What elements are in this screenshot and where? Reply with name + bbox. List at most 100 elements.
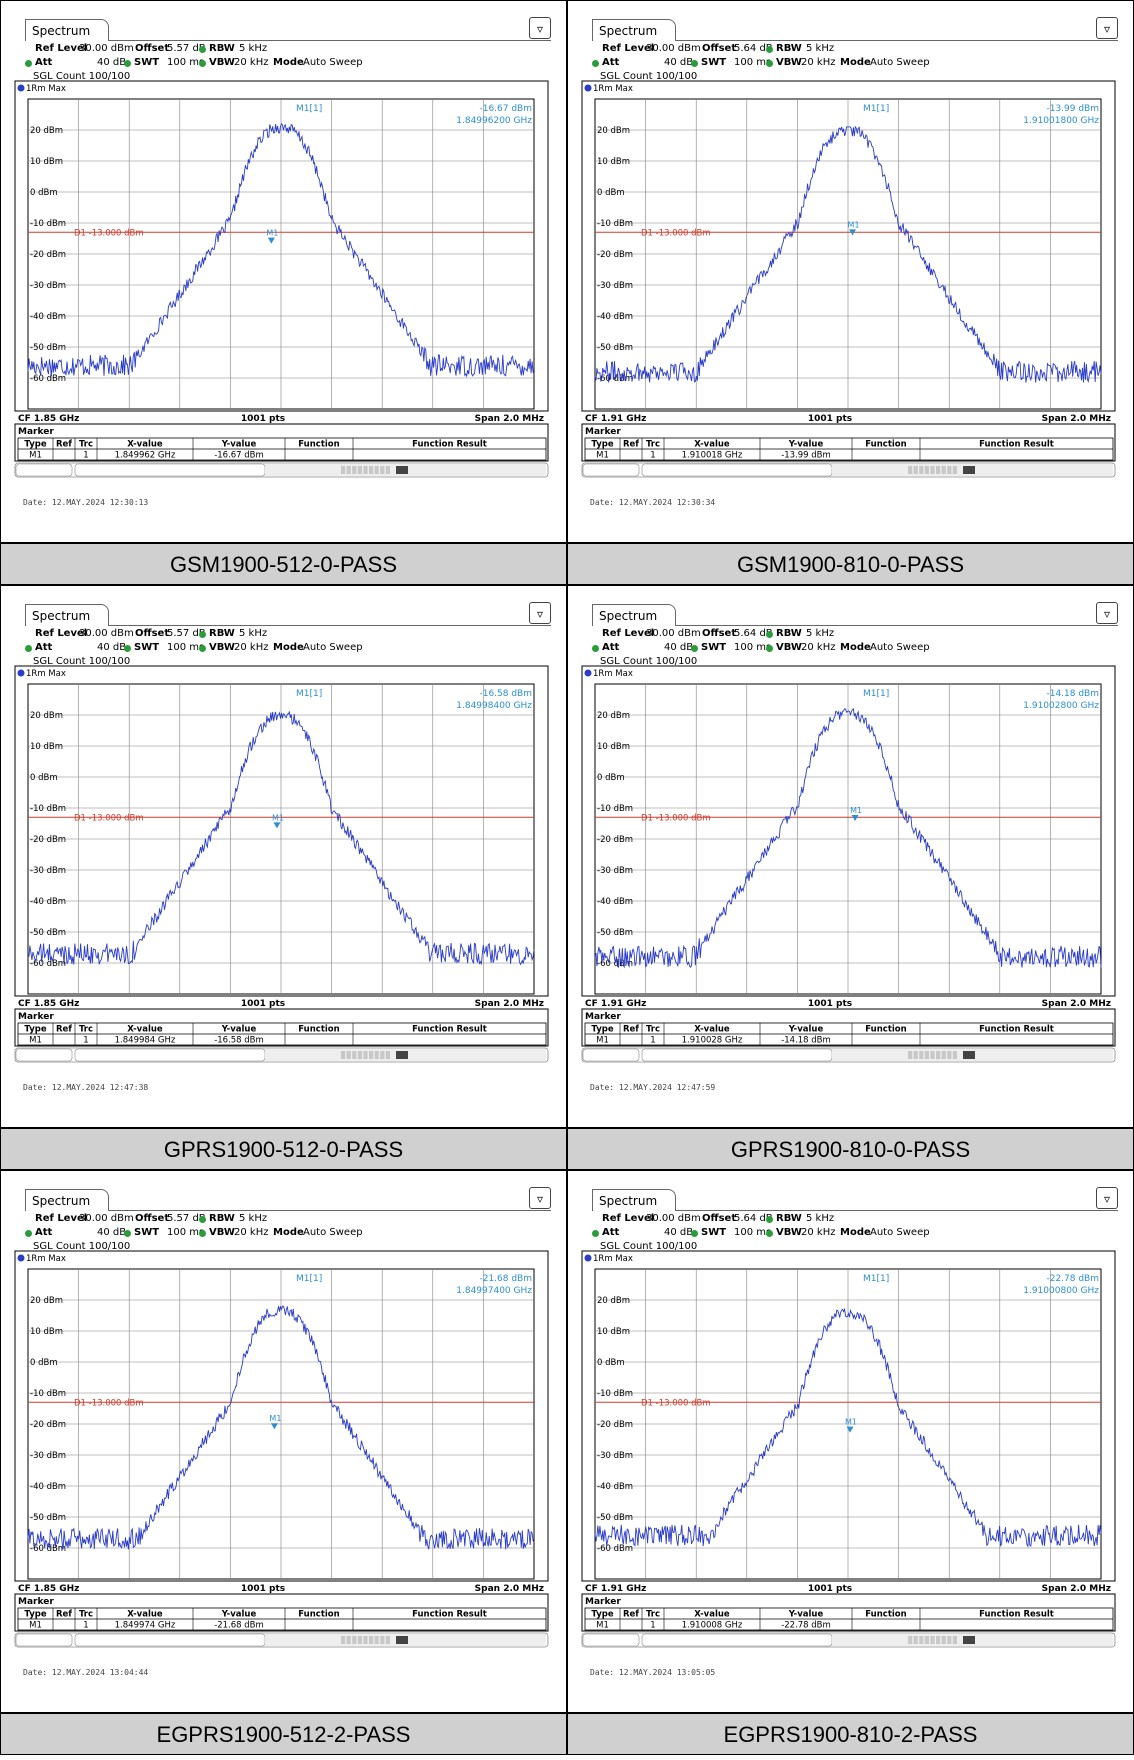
marker-m1-icon[interactable] (846, 1426, 854, 1433)
window-menu-icon[interactable]: ▿ (1096, 1187, 1118, 1209)
swt-value: 100 ms (167, 1227, 205, 1238)
status-field (641, 1633, 833, 1647)
progress-segment (919, 1636, 924, 1644)
y-tick-label: -20 dBm (30, 835, 66, 845)
spectrum-trace (594, 708, 1102, 969)
y-tick-label: -60 dBm (30, 959, 66, 969)
vbw-value: 20 kHz (801, 642, 836, 653)
y-tick-label: -20 dBm (597, 1420, 633, 1430)
progress-segment (924, 466, 929, 474)
progress-segment (369, 1051, 374, 1059)
table-header: Function (865, 1610, 906, 1620)
mode-label: Mode (273, 57, 304, 68)
trace-label: 1Rm Max (26, 84, 66, 94)
span-value: Span 2.0 MHz (1042, 414, 1111, 424)
spectrum-tab[interactable]: Spectrum (592, 19, 676, 41)
sgl-count: SGL Count 100/100 (33, 656, 131, 667)
table-header: Ref (623, 1025, 639, 1035)
table-cell: M1 (29, 1036, 42, 1046)
window-menu-icon[interactable]: ▿ (529, 602, 551, 624)
marker-readout-freq: 1.84998400 GHz (456, 701, 532, 711)
table-header: Type (24, 1025, 46, 1035)
window-menu-icon[interactable]: ▿ (529, 1187, 551, 1209)
mode-value: Auto Sweep (870, 1227, 930, 1238)
points-count: 1001 pts (808, 1584, 852, 1594)
spectrum-tab[interactable]: Spectrum (25, 19, 109, 41)
progress-segment (930, 1051, 935, 1059)
status-dot-icon (199, 631, 206, 638)
swt-label: SWT (134, 57, 160, 68)
rbw-value: 5 kHz (239, 628, 268, 639)
marker-readout-name: M1[1] (863, 104, 889, 114)
offset-label: Offset (702, 43, 737, 54)
spectrum-tab[interactable]: Spectrum (25, 1189, 109, 1211)
trace-indicator-icon (584, 669, 592, 677)
trace-indicator-icon (584, 84, 592, 92)
y-tick-label: 10 dBm (30, 1327, 63, 1337)
spectrum-tab[interactable]: Spectrum (592, 1189, 676, 1211)
att-label: Att (602, 57, 620, 68)
vbw-label: VBW (776, 642, 802, 653)
marker-table-frame (14, 1593, 549, 1632)
marker-table-frame (581, 1593, 1116, 1632)
table-header: Trc (646, 440, 660, 450)
y-tick-label: -30 dBm (597, 1451, 633, 1461)
progress-segment (380, 1051, 385, 1059)
capture-date: Date: 12.MAY.2024 13:05:05 (590, 1668, 716, 1677)
spectrum-tab[interactable]: Spectrum (25, 604, 109, 626)
status-field (641, 1048, 833, 1062)
status-icon (396, 1636, 408, 1644)
progress-segment (374, 466, 379, 474)
window-menu-icon[interactable]: ▿ (1096, 17, 1118, 39)
vbw-label: VBW (209, 1227, 235, 1238)
tab-divider (676, 40, 1118, 41)
marker-m1-icon[interactable] (851, 814, 859, 821)
marker-readout-level: -13.99 dBm (1046, 104, 1099, 114)
capture-date: Date: 12.MAY.2024 12:30:13 (23, 498, 149, 507)
report-cell: Spectrum ▿ Ref Level 30.00 dBm Offset 5.64 dB… (567, 0, 1134, 543)
marker-m1-label: M1 (269, 1414, 281, 1423)
progress-segment (380, 466, 385, 474)
vbw-value: 20 kHz (801, 1227, 836, 1238)
marker-m1-icon[interactable] (267, 237, 275, 244)
status-field (74, 1048, 266, 1062)
marker-m1-icon[interactable] (270, 1423, 278, 1430)
marker-readout-freq: 1.91000800 GHz (1023, 1286, 1099, 1296)
rbw-value: 5 kHz (806, 1213, 835, 1224)
progress-segment (924, 1051, 929, 1059)
plot-frame (581, 80, 1116, 412)
status-icon (963, 466, 975, 474)
span-value: Span 2.0 MHz (475, 1584, 544, 1594)
plot-frame (581, 1250, 1116, 1582)
marker-section-label: Marker (18, 1012, 54, 1022)
mode-value: Auto Sweep (303, 642, 363, 653)
status-dot-icon (25, 645, 32, 652)
y-tick-label: -10 dBm (597, 219, 633, 229)
window-menu-icon[interactable]: ▿ (1096, 602, 1118, 624)
progress-segment (947, 466, 952, 474)
status-dot-icon (25, 60, 32, 67)
table-header: Trc (646, 1025, 660, 1035)
vbw-value: 20 kHz (234, 642, 269, 653)
center-frequency: CF 1.91 GHz (585, 999, 646, 1009)
status-dot-icon (766, 1216, 773, 1223)
status-dot-icon (124, 645, 131, 652)
marker-readout-freq: 1.91001800 GHz (1023, 116, 1099, 126)
table-header: Function Result (412, 1025, 487, 1035)
marker-m1-icon[interactable] (273, 822, 281, 829)
progress-segment (913, 1636, 918, 1644)
sgl-count: SGL Count 100/100 (33, 71, 131, 82)
y-tick-label: -30 dBm (30, 281, 66, 291)
offset-label: Offset (135, 1213, 170, 1224)
spectrum-tab[interactable]: Spectrum (592, 604, 676, 626)
progress-segment (369, 466, 374, 474)
window-menu-icon[interactable]: ▿ (529, 17, 551, 39)
marker-m1-icon[interactable] (849, 229, 857, 236)
status-field (15, 463, 73, 477)
y-tick-label: 10 dBm (597, 1327, 630, 1337)
instrument-settings: Ref Level 30.00 dBm Offset 5.57 dB RBW 5 kHz A… (21, 627, 541, 673)
status-icon (963, 1636, 975, 1644)
table-header: Function Result (412, 440, 487, 450)
trace-label: 1Rm Max (26, 669, 66, 679)
